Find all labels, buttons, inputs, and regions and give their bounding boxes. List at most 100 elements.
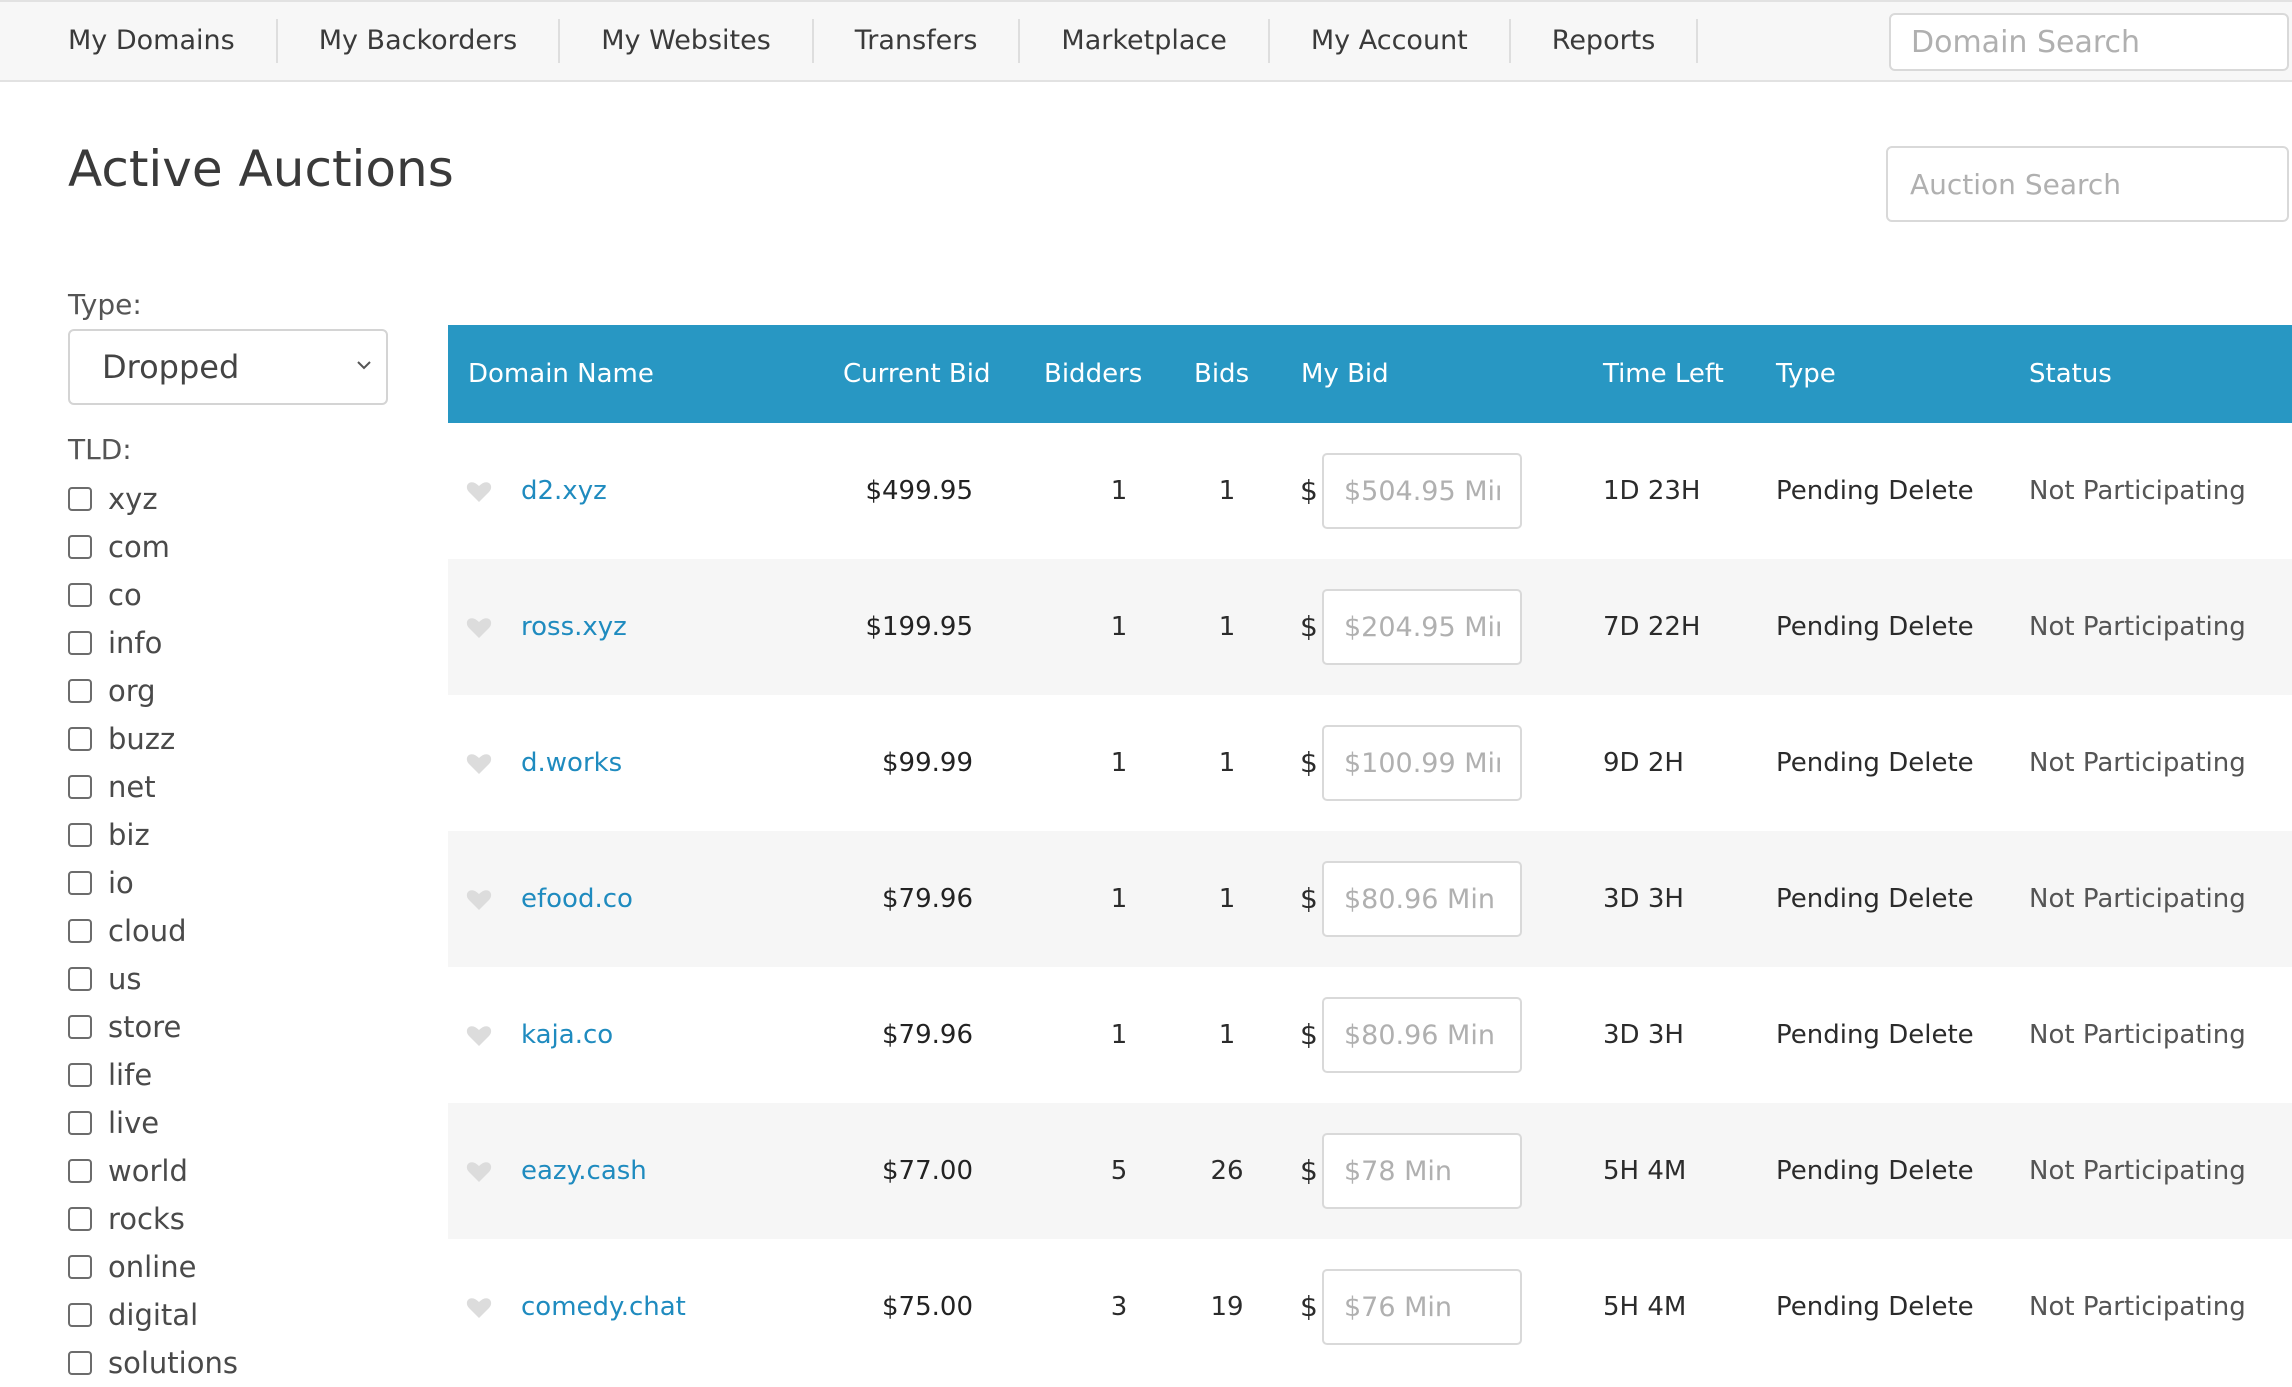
nav-my-backorders[interactable]: My Backorders <box>278 19 561 63</box>
nav-my-account[interactable]: My Account <box>1270 19 1511 63</box>
tld-checkbox[interactable] <box>68 1255 92 1279</box>
heart-icon[interactable] <box>466 888 492 912</box>
tld-option-com[interactable]: com <box>68 523 238 571</box>
col-bids[interactable]: Bids <box>1194 359 1250 389</box>
col-my-bid: My Bid <box>1301 359 1389 389</box>
heart-icon[interactable] <box>466 1296 492 1320</box>
tld-checkbox[interactable] <box>68 1063 92 1087</box>
currency-symbol: $ <box>1300 882 1318 915</box>
domain-link[interactable]: kaja.co <box>521 1020 614 1050</box>
col-status[interactable]: Status <box>2029 359 2112 389</box>
my-bid-input[interactable] <box>1322 1269 1522 1345</box>
domain-search-input[interactable] <box>1889 13 2289 71</box>
my-bid-input[interactable] <box>1322 725 1522 801</box>
participation-status: Not Participating <box>2029 748 2246 778</box>
my-bid-input[interactable] <box>1322 589 1522 665</box>
tld-option-net[interactable]: net <box>68 763 238 811</box>
tld-option-buzz[interactable]: buzz <box>68 715 238 763</box>
col-domain-name[interactable]: Domain Name <box>468 359 654 389</box>
domain-link[interactable]: d2.xyz <box>521 476 607 506</box>
nav-my-domains[interactable]: My Domains <box>27 19 278 63</box>
tld-option-biz[interactable]: biz <box>68 811 238 859</box>
tld-option-info[interactable]: info <box>68 619 238 667</box>
nav-transfers[interactable]: Transfers <box>814 19 1021 63</box>
domain-link[interactable]: comedy.chat <box>521 1292 686 1322</box>
tld-checkbox[interactable] <box>68 487 92 511</box>
tld-option-world[interactable]: world <box>68 1147 238 1195</box>
tld-checkbox[interactable] <box>68 871 92 895</box>
heart-icon[interactable] <box>466 616 492 640</box>
tld-option-org[interactable]: org <box>68 667 238 715</box>
tld-label: buzz <box>108 722 176 756</box>
tld-checkbox[interactable] <box>68 535 92 559</box>
tld-checkbox[interactable] <box>68 679 92 703</box>
nav-marketplace[interactable]: Marketplace <box>1020 19 1270 63</box>
auction-type: Pending Delete <box>1776 1020 1974 1050</box>
table-row: d.works $99.99 1 1 $9D 2H Pending Delete Not P… <box>448 695 2292 831</box>
domain-link[interactable]: d.works <box>521 748 623 778</box>
auction-type: Pending Delete <box>1776 1156 1974 1186</box>
domain-link[interactable]: eazy.cash <box>521 1156 647 1186</box>
bids-count: 1 <box>1218 612 1236 642</box>
tld-checkbox[interactable] <box>68 823 92 847</box>
bidders-count: 1 <box>1110 748 1128 778</box>
bids-count: 1 <box>1218 884 1236 914</box>
participation-status: Not Participating <box>2029 1156 2246 1186</box>
auction-search-input[interactable] <box>1886 146 2289 222</box>
tld-checkbox[interactable] <box>68 967 92 991</box>
tld-checkbox[interactable] <box>68 1351 92 1375</box>
tld-checkbox[interactable] <box>68 1303 92 1327</box>
tld-option-us[interactable]: us <box>68 955 238 1003</box>
bids-count: 19 <box>1210 1292 1244 1322</box>
tld-option-io[interactable]: io <box>68 859 238 907</box>
tld-checkbox[interactable] <box>68 727 92 751</box>
tld-option-online[interactable]: online <box>68 1243 238 1291</box>
tld-option-xyz[interactable]: xyz <box>68 475 238 523</box>
tld-option-solutions[interactable]: solutions <box>68 1339 238 1387</box>
tld-checkbox[interactable] <box>68 775 92 799</box>
chevron-down-icon <box>357 361 371 370</box>
heart-icon[interactable] <box>466 1024 492 1048</box>
my-bid-input[interactable] <box>1322 453 1522 529</box>
col-time-left[interactable]: Time Left <box>1603 359 1724 389</box>
tld-label: rocks <box>108 1202 185 1236</box>
bidders-count: 1 <box>1110 1020 1128 1050</box>
tld-option-life[interactable]: life <box>68 1051 238 1099</box>
tld-checkbox[interactable] <box>68 583 92 607</box>
heart-icon[interactable] <box>466 480 492 504</box>
domain-link[interactable]: ross.xyz <box>521 612 627 642</box>
type-select[interactable]: Dropped <box>68 329 388 405</box>
type-select-value: Dropped <box>102 348 240 386</box>
domain-link[interactable]: efood.co <box>521 884 633 914</box>
top-nav: My Domains My Backorders My Websites Tra… <box>0 0 2292 82</box>
nav-my-websites[interactable]: My Websites <box>560 19 814 63</box>
my-bid-input[interactable] <box>1322 997 1522 1073</box>
col-bidders[interactable]: Bidders <box>1044 359 1143 389</box>
tld-label: online <box>108 1250 197 1284</box>
tld-option-co[interactable]: co <box>68 571 238 619</box>
bids-count: 26 <box>1210 1156 1244 1186</box>
tld-option-rocks[interactable]: rocks <box>68 1195 238 1243</box>
tld-filter-label: TLD: <box>68 433 132 466</box>
tld-option-store[interactable]: store <box>68 1003 238 1051</box>
tld-checkbox[interactable] <box>68 919 92 943</box>
tld-option-live[interactable]: live <box>68 1099 238 1147</box>
tld-checkbox[interactable] <box>68 1111 92 1135</box>
current-bid: $199.95 <box>865 612 973 642</box>
my-bid-input[interactable] <box>1322 861 1522 937</box>
heart-icon[interactable] <box>466 752 492 776</box>
col-type[interactable]: Type <box>1776 359 1836 389</box>
tld-checkbox[interactable] <box>68 631 92 655</box>
current-bid: $77.00 <box>882 1156 973 1186</box>
heart-icon[interactable] <box>466 1160 492 1184</box>
tld-label: net <box>108 770 156 804</box>
my-bid-input[interactable] <box>1322 1133 1522 1209</box>
time-left: 3D 3H <box>1603 1020 1684 1050</box>
tld-checkbox[interactable] <box>68 1159 92 1183</box>
col-current-bid[interactable]: Current Bid <box>843 359 991 389</box>
tld-option-cloud[interactable]: cloud <box>68 907 238 955</box>
tld-checkbox[interactable] <box>68 1207 92 1231</box>
tld-checkbox[interactable] <box>68 1015 92 1039</box>
tld-option-digital[interactable]: digital <box>68 1291 238 1339</box>
nav-reports[interactable]: Reports <box>1511 19 1699 63</box>
